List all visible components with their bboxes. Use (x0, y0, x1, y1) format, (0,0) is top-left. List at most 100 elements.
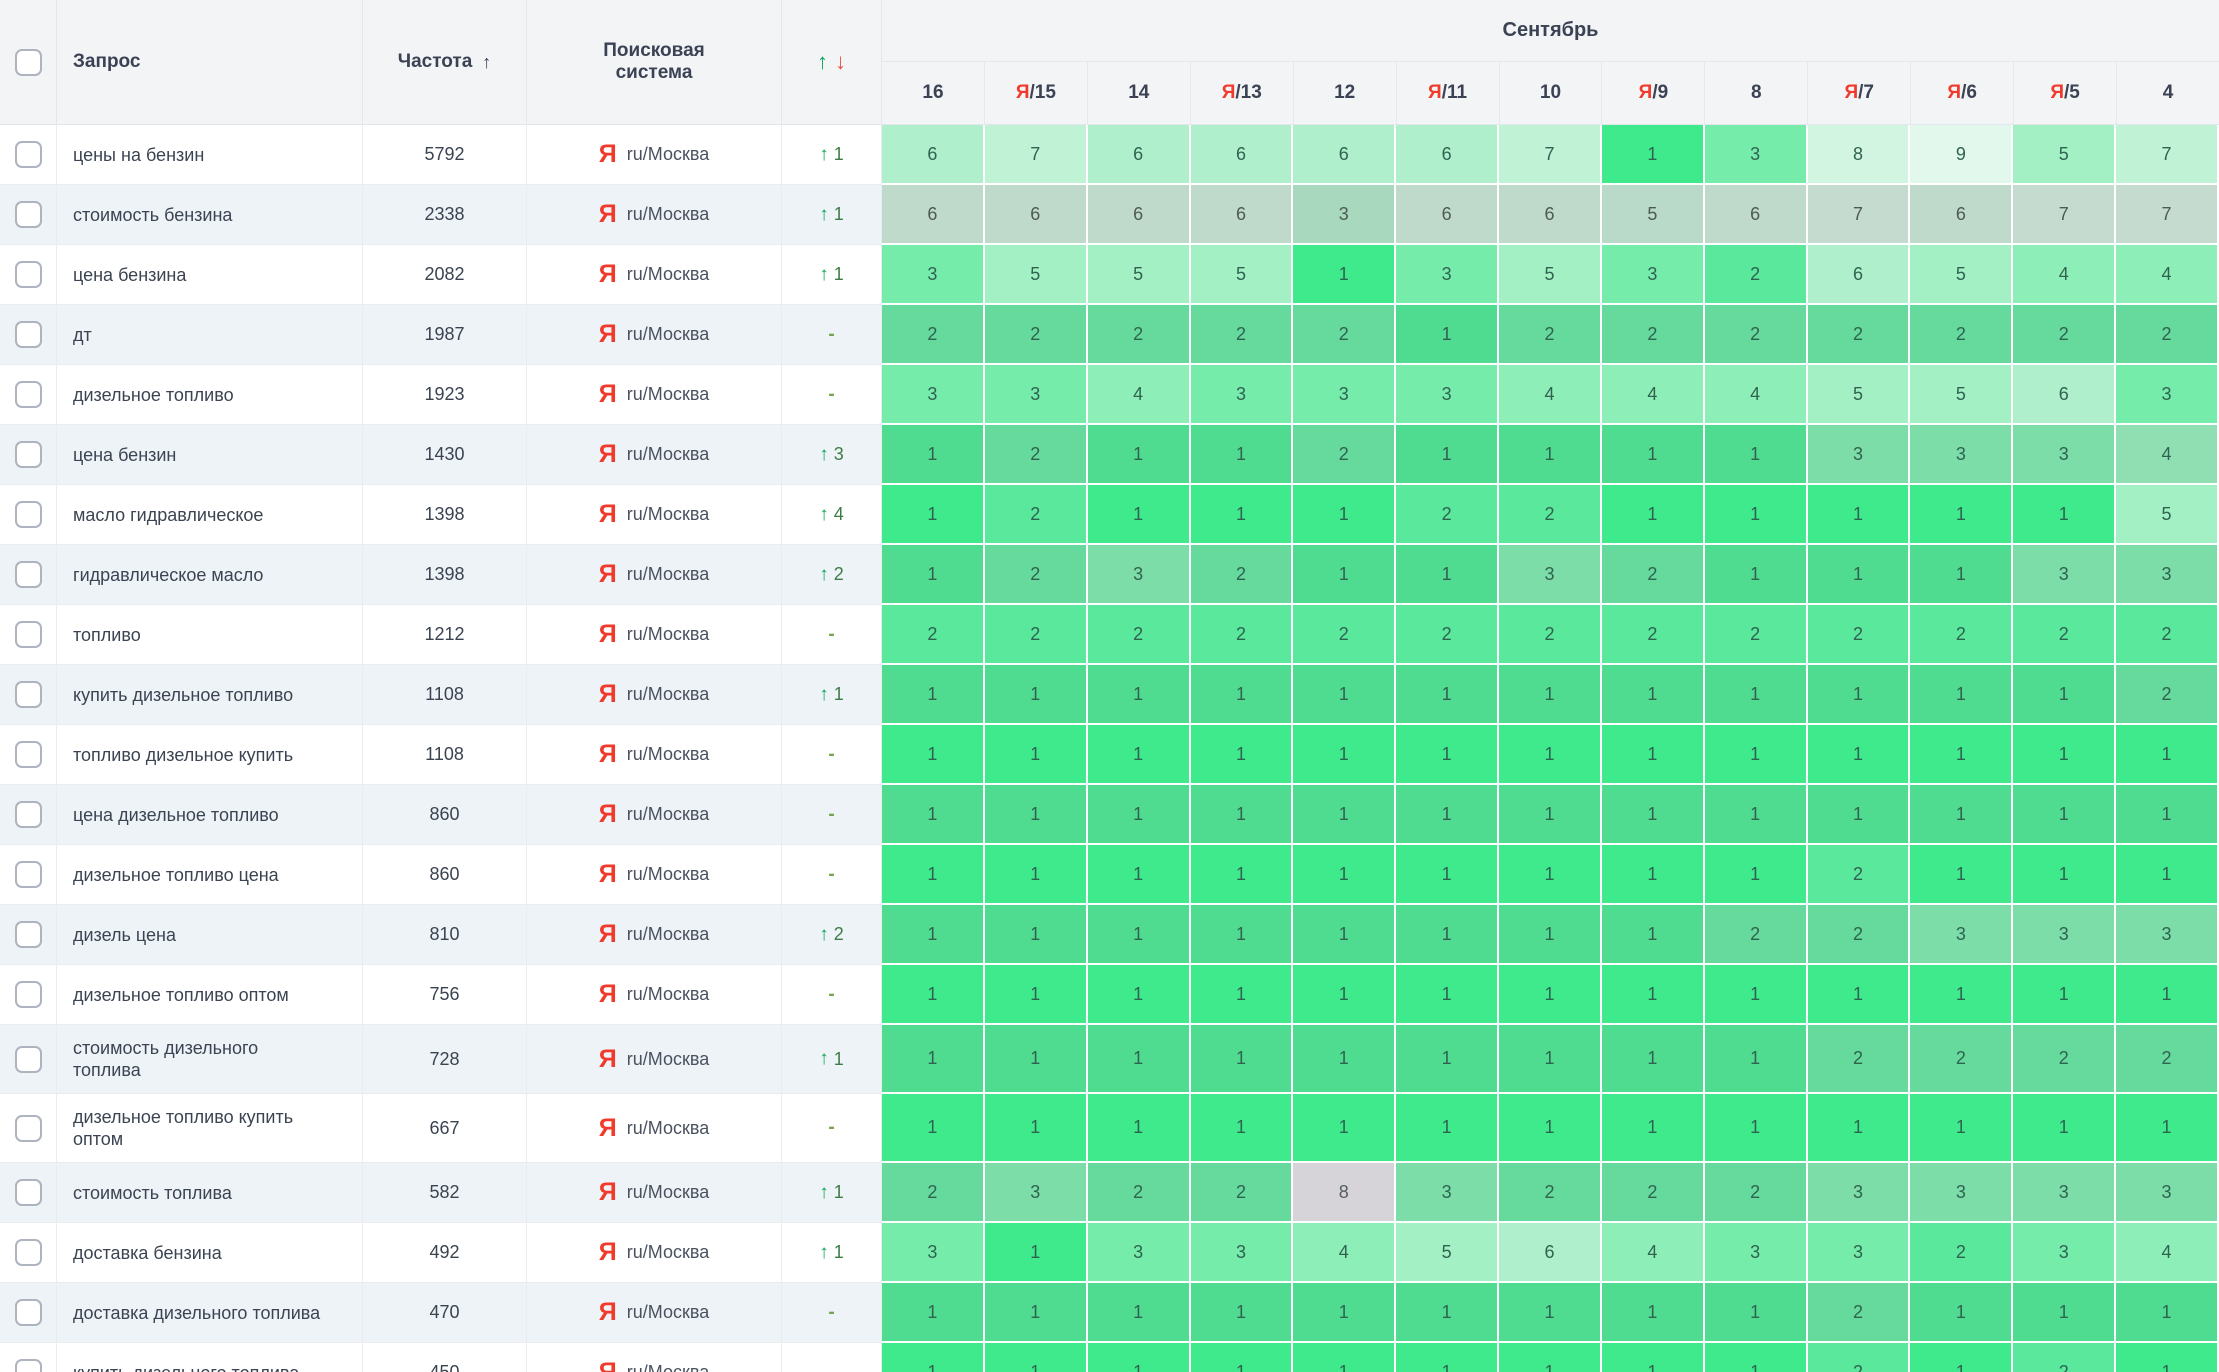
position-cell[interactable]: 5 (2116, 485, 2219, 545)
position-cell[interactable]: 2 (984, 605, 1088, 665)
position-cell[interactable]: 2 (984, 425, 1088, 485)
position-cell[interactable]: 5 (1396, 1223, 1500, 1283)
position-cell[interactable]: 1 (1499, 665, 1602, 725)
position-cell[interactable]: 1 (1499, 785, 1602, 845)
query-cell[interactable]: стоимость бензина (57, 185, 363, 245)
position-cell[interactable]: 2 (1807, 905, 1911, 965)
position-cell[interactable]: 1 (1807, 665, 1911, 725)
position-cell[interactable]: 1 (984, 1343, 1088, 1372)
date-column-header[interactable]: 16 (922, 82, 944, 103)
position-cell[interactable]: 1 (984, 1025, 1088, 1094)
position-cell[interactable]: 2 (1293, 425, 1397, 485)
position-cell[interactable]: 1 (2013, 785, 2117, 845)
date-column-header[interactable]: Я/15 (983, 62, 1087, 124)
row-checkbox[interactable] (14, 1359, 42, 1372)
position-cell[interactable]: 2 (1910, 1223, 2014, 1283)
position-cell[interactable]: 6 (1807, 245, 1911, 305)
position-cell[interactable]: 6 (882, 185, 985, 245)
position-cell[interactable]: 1 (2013, 725, 2117, 785)
header-query[interactable]: Запрос (57, 0, 363, 124)
position-cell[interactable]: 3 (882, 1223, 985, 1283)
position-cell[interactable]: 1 (1396, 305, 1500, 365)
position-cell[interactable]: 2 (1087, 305, 1191, 365)
position-cell[interactable]: 3 (2013, 1163, 2117, 1223)
position-cell[interactable]: 3 (984, 1163, 1088, 1223)
position-cell[interactable]: 3 (1499, 545, 1602, 605)
position-cell[interactable]: 8 (1807, 125, 1911, 185)
position-cell[interactable]: 1 (1087, 725, 1191, 785)
position-cell[interactable]: 1 (1293, 1343, 1397, 1372)
header-frequency[interactable]: Частота ↑ (363, 0, 527, 124)
position-cell[interactable]: 2 (1910, 305, 2014, 365)
position-cell[interactable]: 2 (1910, 1025, 2014, 1094)
position-cell[interactable]: 1 (1396, 1343, 1500, 1372)
position-cell[interactable]: 4 (1601, 365, 1705, 425)
query-cell[interactable]: стоимость топлива (57, 1163, 363, 1223)
position-cell[interactable]: 2 (1910, 605, 2014, 665)
position-cell[interactable]: 5 (1910, 245, 2014, 305)
position-cell[interactable]: 1 (1293, 785, 1397, 845)
query-cell[interactable]: масло гидравлическое (57, 485, 363, 545)
position-cell[interactable]: 1 (1601, 725, 1705, 785)
position-cell[interactable]: 1 (1396, 845, 1500, 905)
position-cell[interactable]: 4 (1087, 365, 1191, 425)
position-cell[interactable]: 1 (1293, 845, 1397, 905)
date-column-header[interactable]: Я/6 (1910, 62, 2013, 124)
position-cell[interactable]: 5 (1807, 365, 1911, 425)
position-cell[interactable]: 2 (1704, 905, 1808, 965)
position-cell[interactable]: 3 (2013, 425, 2117, 485)
position-cell[interactable]: 2 (882, 305, 985, 365)
position-cell[interactable]: 1 (1499, 965, 1602, 1025)
position-cell[interactable]: 6 (1704, 185, 1808, 245)
date-column-header[interactable]: 4 (2116, 62, 2219, 124)
position-cell[interactable]: 1 (1293, 905, 1397, 965)
position-cell[interactable]: 6 (1293, 125, 1397, 185)
position-cell[interactable]: 1 (882, 1283, 985, 1343)
position-cell[interactable]: 1 (1601, 125, 1705, 185)
position-cell[interactable]: 1 (882, 1025, 985, 1094)
position-cell[interactable]: 2 (1807, 845, 1911, 905)
position-cell[interactable]: 1 (1601, 1094, 1705, 1163)
position-cell[interactable]: 3 (1807, 425, 1911, 485)
position-cell[interactable]: 4 (1293, 1223, 1397, 1283)
position-cell[interactable]: 1 (1396, 965, 1500, 1025)
row-checkbox[interactable] (14, 381, 42, 408)
position-cell[interactable]: 4 (2116, 425, 2219, 485)
position-cell[interactable]: 1 (1293, 1025, 1397, 1094)
header-position-change[interactable]: ↑ ↓ (782, 0, 882, 124)
position-cell[interactable]: 2 (2013, 1025, 2117, 1094)
query-cell[interactable]: дизель цена (57, 905, 363, 965)
position-cell[interactable]: 7 (1807, 185, 1911, 245)
query-cell[interactable]: дизельное топливо купить оптом (57, 1094, 363, 1163)
position-cell[interactable]: 1 (1190, 485, 1294, 545)
position-cell[interactable]: 2 (1499, 1163, 1602, 1223)
position-cell[interactable]: 1 (2013, 1094, 2117, 1163)
row-checkbox[interactable] (14, 801, 42, 828)
position-cell[interactable]: 1 (882, 425, 985, 485)
position-cell[interactable]: 1 (1807, 545, 1911, 605)
position-cell[interactable]: 4 (1601, 1223, 1705, 1283)
position-cell[interactable]: 1 (1190, 425, 1294, 485)
position-cell[interactable]: 1 (1087, 665, 1191, 725)
position-cell[interactable]: 1 (1293, 1283, 1397, 1343)
position-cell[interactable]: 3 (2013, 545, 2117, 605)
position-cell[interactable]: 1 (2116, 725, 2219, 785)
position-cell[interactable]: 1 (1601, 965, 1705, 1025)
position-cell[interactable]: 2 (882, 605, 985, 665)
position-cell[interactable]: 1 (1910, 845, 2014, 905)
date-column-header[interactable]: Я/11 (1395, 62, 1499, 124)
position-cell[interactable]: 1 (1087, 845, 1191, 905)
position-cell[interactable]: 1 (882, 485, 985, 545)
row-checkbox[interactable] (14, 1239, 42, 1266)
query-cell[interactable]: дт (57, 305, 363, 365)
position-cell[interactable]: 4 (2013, 245, 2117, 305)
position-cell[interactable]: 1 (882, 965, 985, 1025)
position-cell[interactable]: 5 (1499, 245, 1602, 305)
position-cell[interactable]: 1 (1190, 845, 1294, 905)
position-cell[interactable]: 1 (1601, 845, 1705, 905)
position-cell[interactable]: 3 (1293, 365, 1397, 425)
position-cell[interactable]: 1 (1499, 845, 1602, 905)
row-checkbox[interactable] (14, 681, 42, 708)
date-column-header[interactable]: 10 (1498, 62, 1602, 124)
position-cell[interactable]: 2 (1190, 305, 1294, 365)
